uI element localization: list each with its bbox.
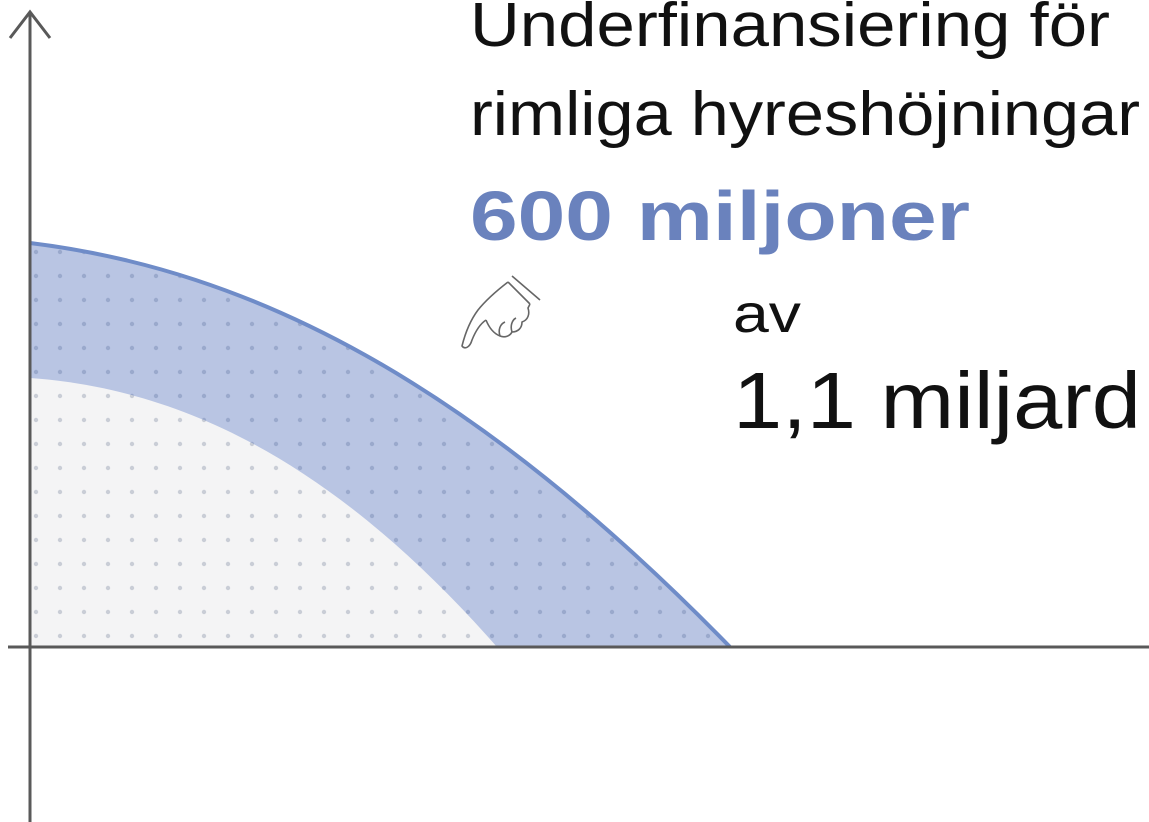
title-line-2: rimliga hyreshöjningar: [470, 80, 1140, 149]
inner-area-dots: [30, 378, 497, 647]
total-amount: 1,1 miljard: [733, 356, 1141, 445]
title-line-1: Underfinansiering för: [470, 0, 1110, 60]
y-axis-arrow: [8, 9, 52, 39]
hand-icon: [461, 275, 541, 349]
connector: av: [733, 284, 801, 344]
outer-curve: [29, 241, 732, 649]
highlight-amount: 600 miljoner: [470, 177, 970, 255]
